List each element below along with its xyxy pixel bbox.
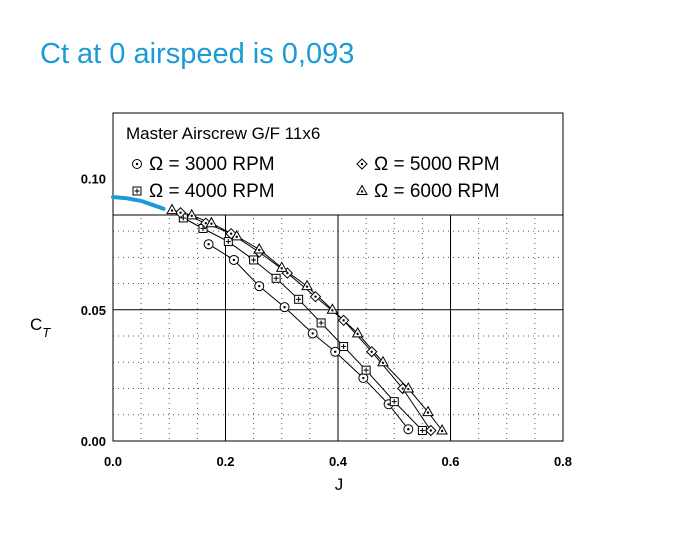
y-axis-label: CT	[30, 315, 51, 340]
legend-label: Ω = 5000 RPM	[374, 154, 500, 175]
data-point	[271, 273, 281, 283]
data-point	[366, 346, 378, 358]
data-point	[205, 216, 218, 228]
y-tick-label: 0.10	[81, 172, 106, 187]
zero-airspeed-curve	[111, 194, 166, 211]
data-point	[132, 159, 142, 169]
data-point	[403, 424, 414, 435]
y-axis-label-sub: T	[42, 325, 51, 340]
data-point	[402, 381, 415, 393]
legend: Ω = 3000 RPM Ω = 4000 RPM Ω = 5000 RPM Ω = …	[112, 112, 564, 216]
data-point	[275, 261, 288, 272]
legend-label: Ω = 6000 RPM	[374, 181, 500, 202]
data-point	[294, 294, 304, 304]
data-point	[356, 184, 368, 195]
slide-title: Ct at 0 airspeed is 0,093	[40, 38, 355, 70]
data-point	[203, 239, 214, 250]
data-point	[223, 237, 233, 247]
series-line-3	[180, 212, 432, 431]
series-markers	[166, 203, 448, 437]
data-point	[309, 290, 322, 303]
legend-label: Ω = 4000 RPM	[149, 181, 275, 202]
y-tick-label: 0.00	[81, 434, 106, 449]
data-point	[337, 314, 350, 327]
data-point	[339, 342, 349, 352]
x-tick-label: 0.8	[554, 454, 572, 469]
data-point	[228, 254, 239, 265]
data-point	[253, 242, 266, 254]
data-point	[326, 303, 339, 314]
data-point	[166, 203, 178, 215]
data-point	[356, 158, 368, 170]
legend-label: Ω = 3000 RPM	[149, 154, 275, 175]
y-tick-labels: 0.00 0.05 0.10	[81, 172, 106, 449]
data-point	[436, 423, 448, 435]
data-point	[249, 255, 259, 265]
data-point	[330, 346, 341, 357]
data-point	[279, 302, 290, 313]
chart-title: Master Airscrew G/F 11x6	[126, 124, 320, 143]
data-point	[389, 397, 399, 407]
x-tick-label: 0.4	[329, 454, 348, 469]
series-line-1	[208, 243, 409, 430]
data-point	[307, 328, 318, 339]
data-point	[301, 279, 313, 291]
x-axis-label: J	[335, 475, 344, 494]
data-point	[358, 373, 369, 384]
x-tick-label: 0.2	[216, 454, 234, 469]
data-point	[422, 405, 434, 417]
x-tick-label: 0.6	[441, 454, 459, 469]
y-axis-label-main: C	[30, 315, 42, 334]
data-point	[174, 207, 187, 219]
data-point	[185, 208, 198, 220]
x-tick-labels: 0.0 0.2 0.4 0.6 0.8	[104, 454, 572, 469]
data-point	[351, 326, 364, 338]
data-point	[361, 365, 371, 375]
x-tick-label: 0.0	[104, 454, 122, 469]
data-point	[132, 186, 142, 196]
data-point	[377, 355, 389, 367]
legend-box	[112, 112, 564, 216]
data-point	[425, 424, 437, 437]
data-point	[316, 318, 326, 328]
data-point	[254, 281, 265, 292]
y-tick-label: 0.05	[81, 303, 106, 318]
data-point	[230, 229, 243, 241]
